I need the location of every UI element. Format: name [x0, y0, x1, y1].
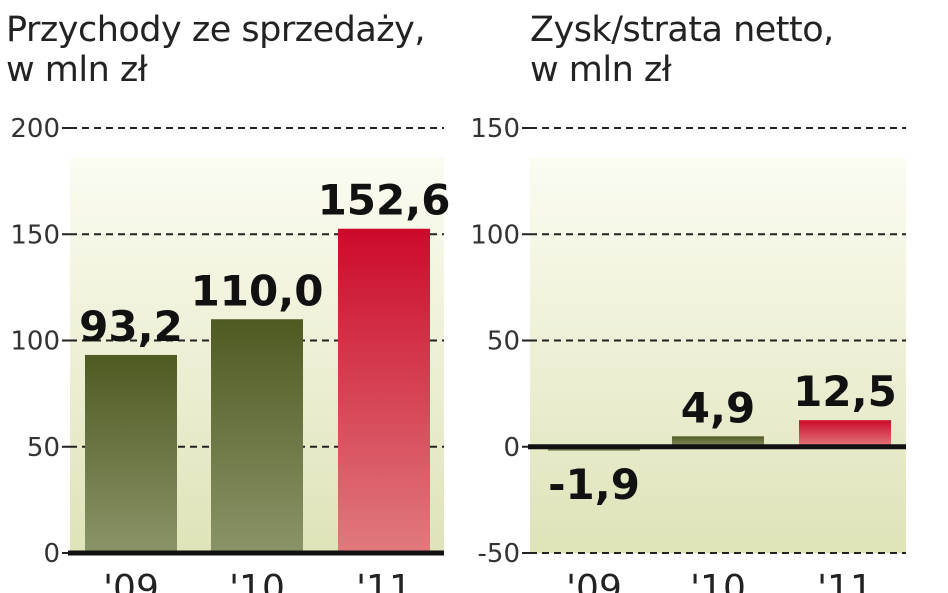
- x-category-label: '11: [356, 568, 412, 593]
- value-label: -1,9: [548, 460, 640, 509]
- chart-right-title-line2: w mln zł: [530, 50, 672, 90]
- chart-right-title: Zysk/strata netto, w mln zł: [530, 10, 834, 90]
- y-tick-label: 150: [10, 220, 60, 250]
- x-category-label: '11: [817, 568, 873, 593]
- x-category-label: '09: [566, 568, 622, 593]
- value-label: 12,5: [793, 367, 897, 416]
- value-label: 110,0: [191, 266, 324, 315]
- net-profit-chart: -50 0 50 100 150 -1,9 '09 4,9 '10 12,5 '11: [470, 114, 906, 593]
- y-tick-label: 50: [487, 327, 520, 357]
- bar-10: [211, 319, 303, 553]
- x-category-label: '09: [103, 568, 159, 593]
- chart-left-title-line1: Przychody ze sprzedaży,: [6, 10, 426, 50]
- chart-left-title: Przychody ze sprzedaży, w mln zł: [6, 10, 426, 90]
- x-category-label: '10: [229, 568, 285, 593]
- revenue-chart: 0 50 100 150 200 93,2 '09 110,0 '10 152,6 '11: [10, 114, 450, 593]
- y-tick-label: 100: [470, 220, 520, 250]
- bar-11: [799, 420, 891, 447]
- y-tick-label: 100: [10, 327, 60, 357]
- y-tick-label: 0: [503, 433, 520, 463]
- bar-10: [672, 436, 764, 447]
- y-tick-label: 0: [43, 539, 60, 569]
- y-tick-label: -50: [478, 539, 520, 569]
- value-label: 4,9: [681, 383, 755, 432]
- y-tick-label: 50: [27, 433, 60, 463]
- plot-background: [530, 158, 906, 553]
- chart-right-title-line1: Zysk/strata netto,: [530, 10, 834, 50]
- x-category-label: '10: [690, 568, 746, 593]
- chart-left-title-line2: w mln zł: [6, 50, 148, 90]
- y-tick-label: 200: [10, 114, 60, 144]
- value-label: 152,6: [318, 176, 451, 225]
- y-tick-label: 150: [470, 114, 520, 144]
- bar-09: [85, 354, 177, 553]
- bar-11: [338, 228, 430, 553]
- value-label: 93,2: [79, 302, 183, 351]
